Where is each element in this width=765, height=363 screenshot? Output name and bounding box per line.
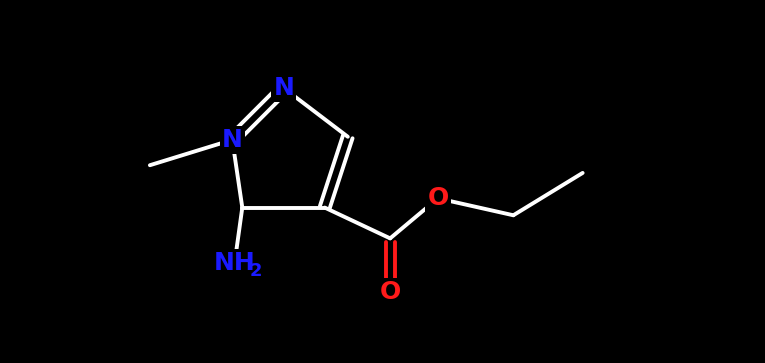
- Text: N: N: [222, 128, 243, 152]
- Text: O: O: [427, 186, 448, 210]
- Text: N: N: [273, 76, 295, 100]
- Text: O: O: [379, 280, 401, 304]
- Text: NH: NH: [213, 251, 256, 275]
- Text: 2: 2: [249, 262, 262, 280]
